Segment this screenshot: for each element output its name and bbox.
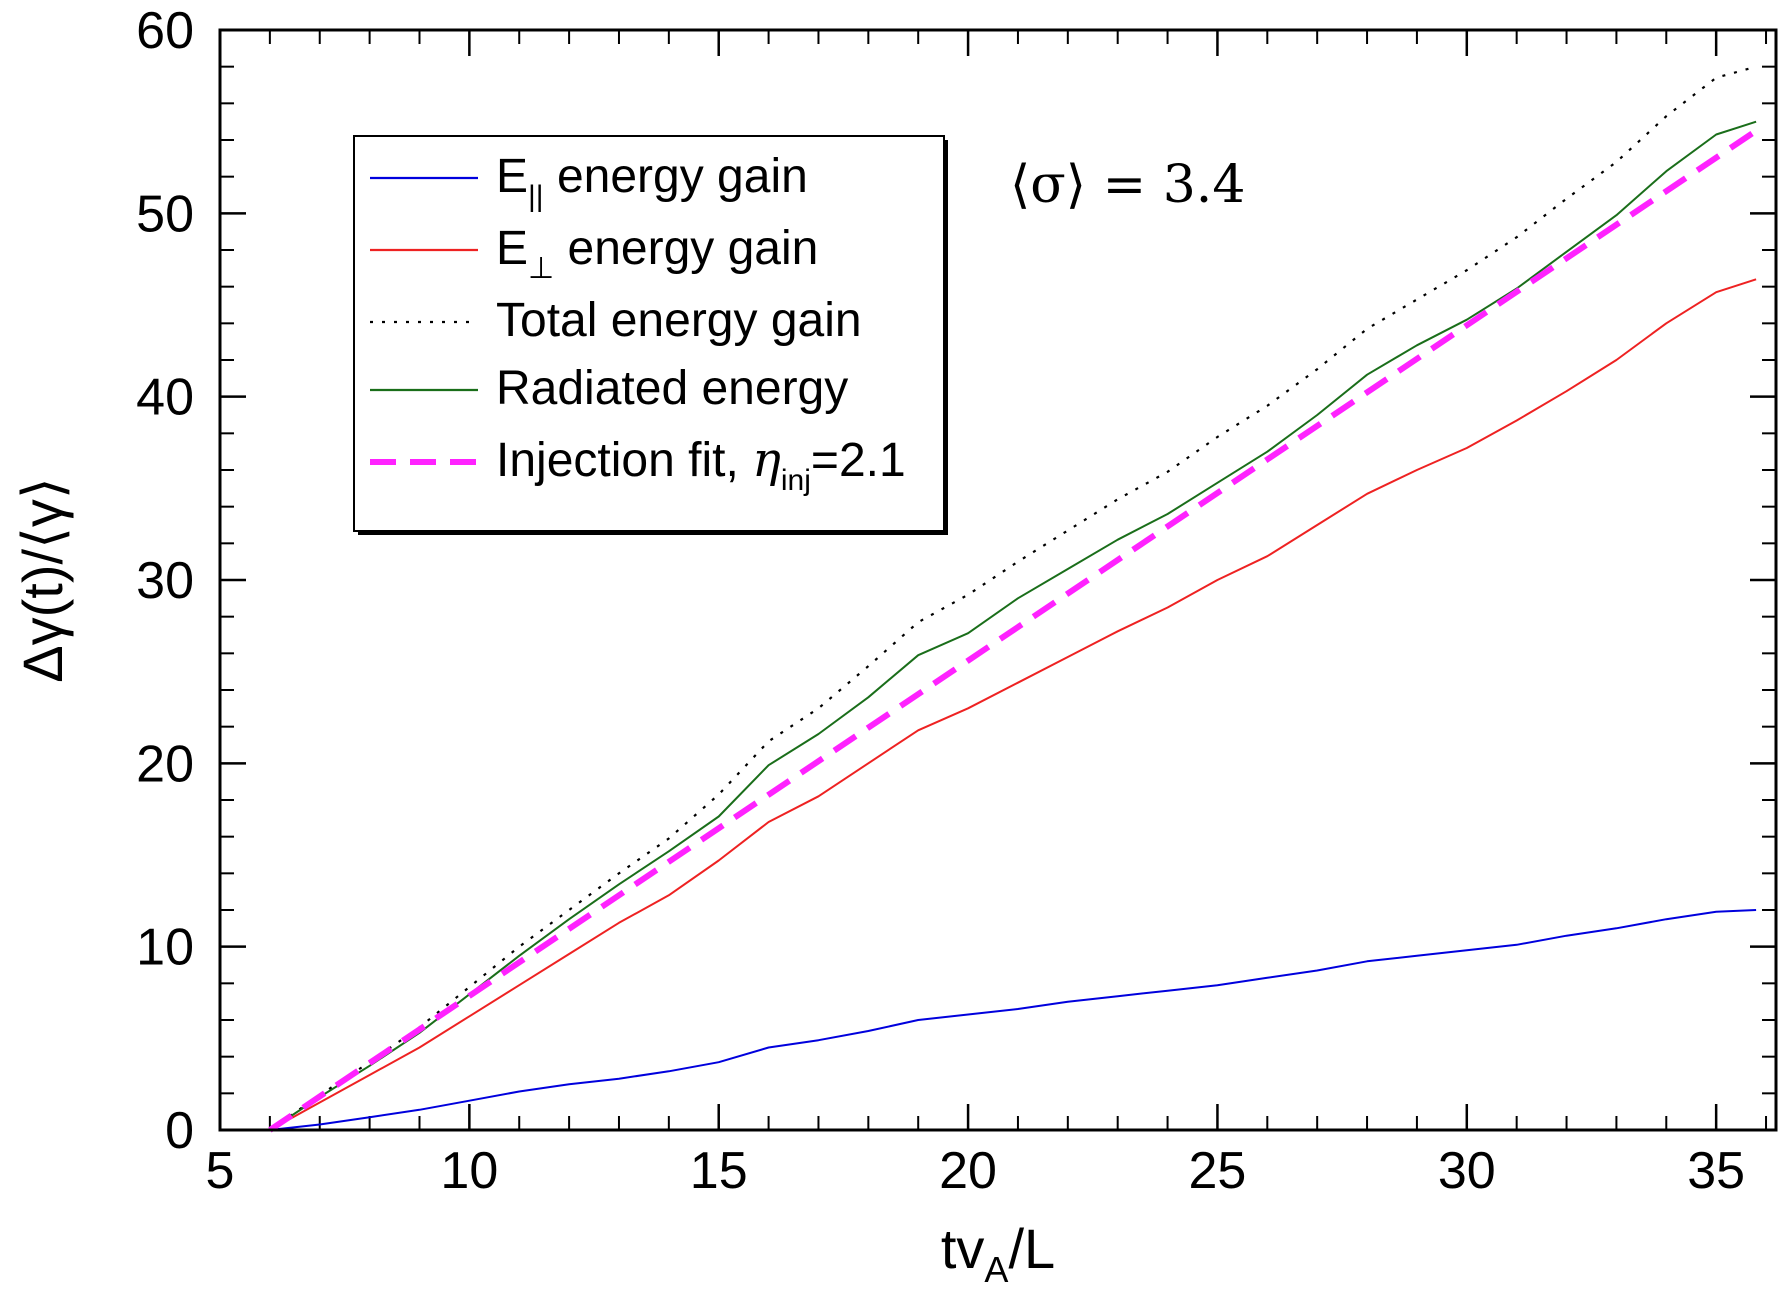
legend-label-rest: energy gain — [554, 222, 818, 275]
x-axis-title-sub: A — [984, 1249, 1008, 1290]
series-line-1 — [269, 278, 1757, 1131]
legend-label-1: E⊥ energy gain — [496, 222, 818, 285]
y-tick-labels: 0 10 20 30 40 50 60 — [136, 2, 194, 1160]
series-lines — [268, 65, 1758, 1133]
legend-label-eta-sub: inj — [781, 464, 811, 497]
legend-label-main: Injection fit, — [496, 434, 752, 487]
series-line-0 — [269, 909, 1757, 1131]
minor-ticks — [220, 30, 1776, 1130]
plot-frame — [218, 28, 1778, 1132]
legend-label-0: E|| energy gain — [496, 150, 808, 213]
legend-label-sub: ⊥ — [528, 252, 554, 285]
legend-label-main: E — [496, 150, 528, 203]
legend-label-2: Total energy gain — [496, 294, 862, 347]
series-line-2 — [269, 65, 1757, 1131]
x-tick-label: 35 — [1687, 1142, 1745, 1200]
sigma-annotation: ⟨σ⟩ = 3.4 — [1010, 155, 1245, 215]
legend-box — [353, 135, 945, 532]
x-tick-labels: 5 10 15 20 25 30 35 — [206, 1142, 1746, 1200]
y-tick-label: 0 — [165, 1102, 194, 1160]
major-ticks — [218, 28, 1776, 1132]
x-axis-title-suffix: /L — [1008, 1217, 1055, 1280]
legend-label-main: Total energy gain — [496, 294, 862, 347]
y-axis-title: Δγ(t)/⟨γ⟩ — [11, 477, 74, 683]
x-tick-label: 15 — [690, 1142, 748, 1200]
x-axis-title: tvA/L — [941, 1217, 1055, 1290]
legend-label-eta: η — [752, 432, 781, 488]
y-tick-label: 40 — [136, 369, 194, 427]
legend-label-3: Radiated energy — [496, 362, 848, 415]
y-tick-label: 60 — [136, 2, 194, 60]
y-tick-label: 20 — [136, 735, 194, 793]
x-axis-title-main: tv — [941, 1217, 985, 1280]
y-tick-label: 10 — [136, 919, 194, 977]
x-tick-label: 5 — [206, 1142, 235, 1200]
legend-label-4: Injection fit, ηinj=2.1 — [496, 432, 906, 497]
x-tick-label: 20 — [939, 1142, 997, 1200]
x-tick-label: 10 — [440, 1142, 498, 1200]
x-tick-label: 30 — [1438, 1142, 1496, 1200]
series-line-4 — [268, 128, 1758, 1133]
legend-label-rest: energy gain — [544, 150, 808, 203]
legend-label-main: Radiated energy — [496, 362, 848, 415]
legend-label-main: E — [496, 222, 528, 275]
legend-label-eta-rest: =2.1 — [811, 434, 906, 487]
legend-label-sub: || — [528, 180, 544, 213]
x-tick-label: 25 — [1189, 1142, 1247, 1200]
y-tick-label: 50 — [136, 185, 194, 243]
y-tick-label: 30 — [136, 552, 194, 610]
